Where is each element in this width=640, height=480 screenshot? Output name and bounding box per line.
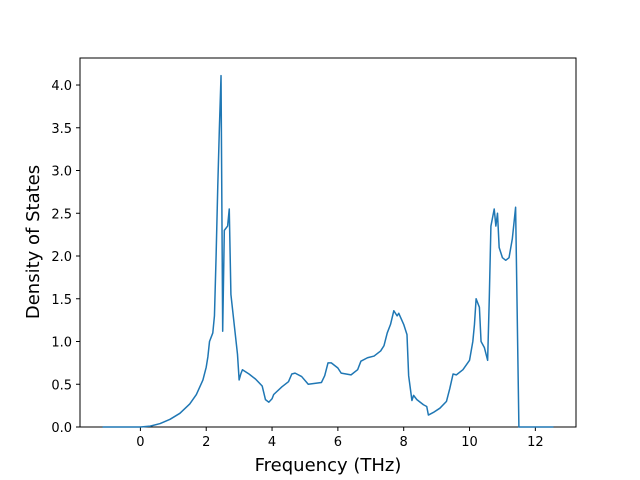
- dos-line: [102, 74, 554, 428]
- x-tick-label: 8: [400, 435, 408, 450]
- y-tick-label: 4.0: [51, 79, 72, 94]
- x-tick-label: 4: [268, 435, 276, 450]
- x-tick-label: 10: [461, 435, 478, 450]
- y-tick-label: 1.0: [51, 336, 72, 351]
- x-tick-label: 2: [202, 435, 210, 450]
- x-axis-label: Frequency (THz): [255, 455, 402, 476]
- x-tick-label: 0: [136, 435, 144, 450]
- y-tick-label: 3.0: [51, 165, 72, 180]
- x-tick-label: 6: [334, 435, 342, 450]
- y-tick-label: 1.5: [51, 293, 72, 308]
- y-tick-label: 2.0: [51, 250, 72, 265]
- y-tick-label: 2.5: [51, 207, 72, 222]
- x-tick-label: 12: [527, 435, 544, 450]
- plot-frame: [79, 57, 577, 428]
- y-tick-label: 3.5: [51, 122, 72, 137]
- y-tick-label: 0.5: [51, 378, 72, 393]
- y-axis-label: Density of States: [23, 165, 44, 319]
- y-tick-label: 0.0: [51, 421, 72, 436]
